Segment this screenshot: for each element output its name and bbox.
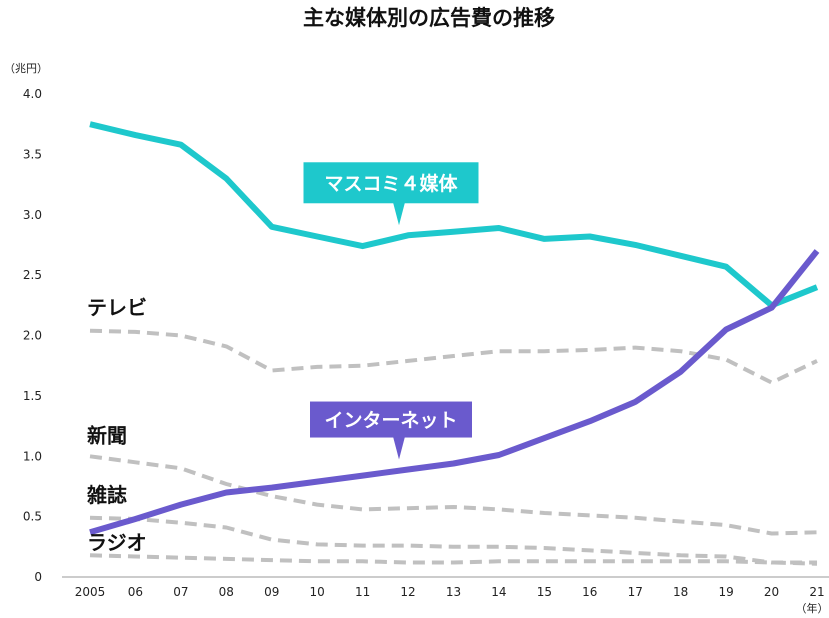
x-axis-ticks: 2005 06 07 08 09 10 11 12 13 14 15 16 17 18 19 20 21	[75, 585, 825, 599]
callout-box	[303, 162, 479, 204]
series-label: ラジオ	[87, 530, 147, 554]
series-line	[89, 328, 818, 385]
callout-pointer	[393, 202, 405, 226]
series-line	[89, 249, 820, 536]
y-tick-label: 1.0	[23, 449, 42, 463]
x-tick-label: 06	[128, 585, 143, 599]
y-tick-label: 1.5	[23, 389, 42, 403]
y-tick-label: 3.0	[23, 208, 42, 222]
y-tick-label: 4.0	[23, 87, 42, 101]
y-tick-label: 0.5	[23, 510, 42, 524]
x-tick-label: 2005	[75, 585, 106, 599]
series-label: 雑誌	[86, 483, 127, 507]
series-callout: インターネット	[310, 401, 472, 460]
series-line	[89, 454, 818, 536]
y-tick-label: 3.5	[23, 147, 42, 161]
series-label: テレビ	[87, 296, 147, 320]
y-tick-label: 2.0	[23, 329, 42, 343]
y-tick-label: 0	[34, 570, 42, 584]
x-tick-label: 17	[628, 585, 643, 599]
x-tick-label: 07	[173, 585, 188, 599]
series-line	[89, 553, 818, 566]
x-tick-label: 16	[582, 585, 597, 599]
callout-pointer	[393, 436, 405, 460]
x-tick-label: 20	[764, 585, 779, 599]
x-tick-label: 08	[219, 585, 234, 599]
callout-box	[310, 401, 472, 438]
series-line	[89, 121, 819, 309]
x-tick-label: 11	[355, 585, 370, 599]
x-tick-label: 10	[310, 585, 325, 599]
series-callout: マスコミ４媒体	[303, 162, 479, 226]
chart-title: 主な媒体別の広告費の推移	[303, 6, 555, 30]
x-tick-label: 09	[264, 585, 279, 599]
series-line	[89, 515, 817, 565]
x-tick-label: 13	[446, 585, 461, 599]
x-tick-label: 14	[491, 585, 506, 599]
y-axis-ticks: 0 0.5 1.0 1.5 2.0 2.5 3.0 3.5 4.0	[23, 87, 42, 584]
callout-label: インターネット	[324, 410, 457, 432]
x-tick-label: 15	[537, 585, 552, 599]
x-axis-unit-label: （年）	[796, 601, 829, 615]
x-tick-label: 18	[673, 585, 688, 599]
callout-label: マスコミ４媒体	[324, 172, 458, 195]
y-axis-unit-label: （兆円）	[4, 62, 48, 75]
y-tick-label: 2.5	[23, 268, 42, 282]
x-tick-label: 19	[718, 585, 733, 599]
x-tick-label: 12	[400, 585, 415, 599]
series-layer	[89, 121, 820, 566]
series-label: 新聞	[87, 423, 127, 447]
x-tick-label: 21	[809, 585, 824, 599]
